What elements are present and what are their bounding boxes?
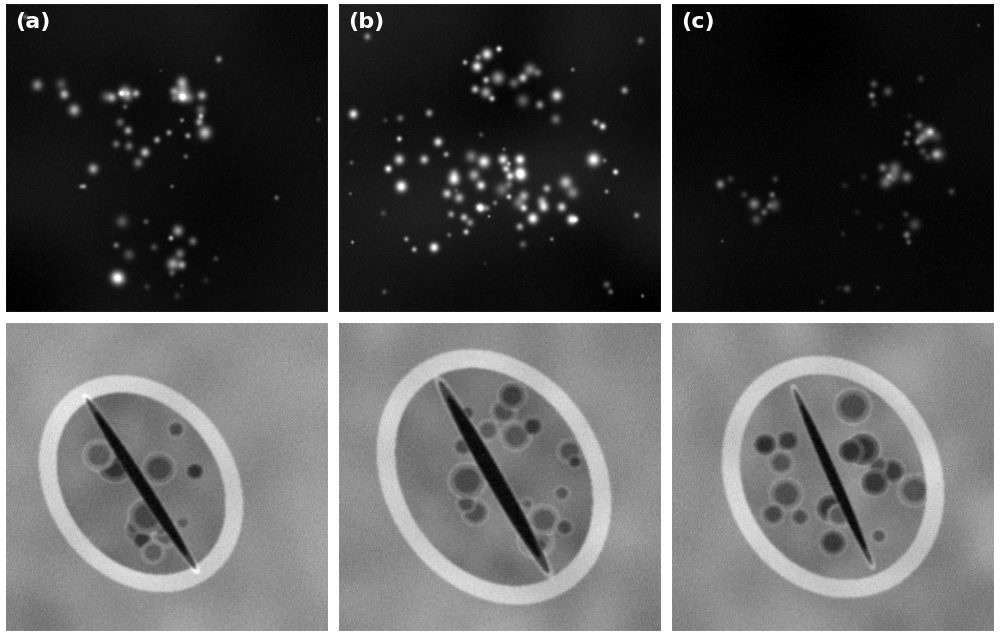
- Text: (c): (c): [681, 13, 715, 32]
- Text: (b): (b): [348, 13, 384, 32]
- Text: (a): (a): [15, 13, 50, 32]
